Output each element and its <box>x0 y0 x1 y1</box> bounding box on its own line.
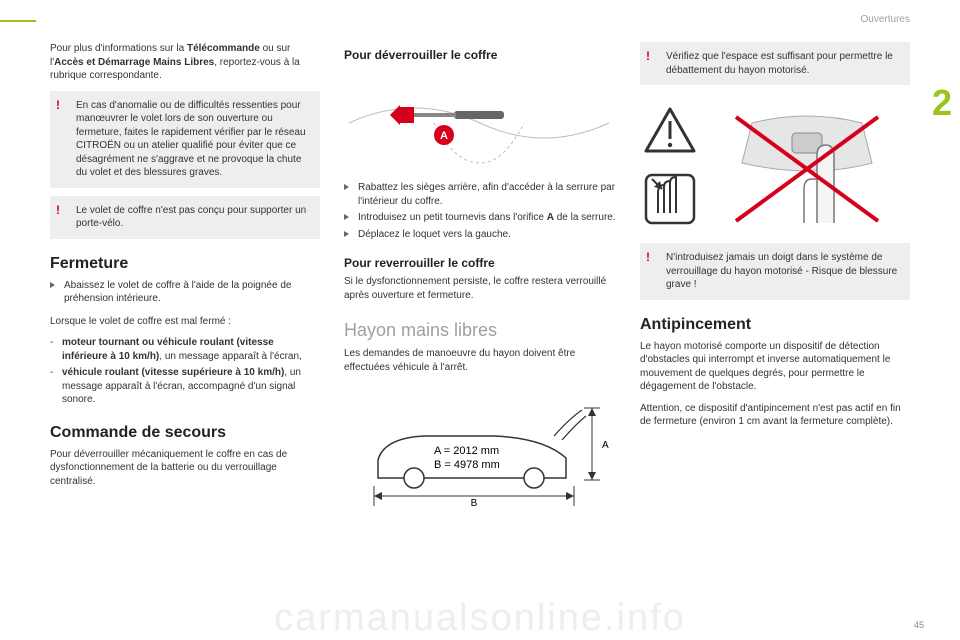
section-number: 2 <box>932 82 952 124</box>
list-item: Abaissez le volet de coffre à l'aide de … <box>50 279 320 306</box>
bold: véhicule roulant (vitesse supérieure à 1… <box>62 367 284 378</box>
bold: A <box>547 212 554 223</box>
text: Introduisez un petit tournevis dans l'or… <box>358 212 547 223</box>
no-finger-icon <box>722 103 892 233</box>
text: Pour plus d'informations sur la <box>50 43 187 54</box>
list-deverrouiller: Rabattez les sièges arrière, afin d'accé… <box>344 181 616 244</box>
list-malferme: moteur tournant ou véhicule roulant (vit… <box>50 336 320 410</box>
warning-icon: ! <box>646 249 650 265</box>
watermark: carmanualsonline.info <box>274 597 686 640</box>
warning-finger: ! N'introduisez jamais un doigt dans le … <box>640 243 910 300</box>
warning-space: ! Vérifiez que l'espace est suffisant po… <box>640 42 910 85</box>
heading-reverrouiller: Pour reverrouiller le coffre <box>344 256 616 270</box>
para-hayon: Les demandes de manoeuvre du hayon doive… <box>344 347 616 374</box>
column-3: ! Vérifiez que l'espace est suffisant po… <box>640 42 910 516</box>
warning-bike-rack: ! Le volet de coffre n'est pas conçu pou… <box>50 196 320 239</box>
dim-b-label: B <box>471 498 478 508</box>
list-item: Déplacez le loquet vers la gauche. <box>344 228 616 242</box>
list-item: véhicule roulant (vitesse supérieure à 1… <box>50 366 320 407</box>
heading-hayon-mains-libres: Hayon mains libres <box>344 320 616 341</box>
bold: Accès et Démarrage Mains Libres <box>54 57 214 68</box>
warning-icon: ! <box>56 202 60 218</box>
page-number: 45 <box>914 620 924 630</box>
warning-text: Le volet de coffre n'est pas conçu pour … <box>76 205 306 230</box>
dim-a-label: A <box>602 440 609 451</box>
para-anti-1: Le hayon motorisé comporte un dispositif… <box>640 340 910 394</box>
text: , un message apparaît à l'écran, <box>159 351 302 362</box>
column-1: Pour plus d'informations sur la Télécomm… <box>50 42 320 516</box>
warning-anomaly: ! En cas d'anomalie ou de difficultés re… <box>50 91 320 188</box>
list-fermeture: Abaissez le volet de coffre à l'aide de … <box>50 279 320 309</box>
warning-text: En cas d'anomalie ou de difficultés ress… <box>76 100 306 179</box>
para-reverrouiller: Si le dysfonctionnement persiste, le cof… <box>344 275 616 302</box>
heading-antipincement: Antipincement <box>640 316 910 334</box>
para-anti-2: Attention, ce dispositif d'antipincement… <box>640 402 910 429</box>
marker-a-label: A <box>440 130 448 142</box>
heading-secours: Commande de secours <box>50 424 320 442</box>
dim-b-text: B = 4978 mm <box>434 459 500 471</box>
bold: Télécommande <box>187 43 260 54</box>
dim-a-text: A = 2012 mm <box>434 445 499 457</box>
top-accent-bar <box>0 20 36 22</box>
list-item: Introduisez un petit tournevis dans l'or… <box>344 211 616 225</box>
danger-icons <box>640 103 700 233</box>
heading-deverrouiller: Pour déverrouiller le coffre <box>344 48 616 62</box>
heading-fermeture: Fermeture <box>50 255 320 273</box>
para-secours: Pour déverrouiller mécaniquement le coff… <box>50 448 320 489</box>
warning-text: Vérifiez que l'espace est suffisant pour… <box>666 51 893 76</box>
list-item: Rabattez les sièges arrière, afin d'accé… <box>344 181 616 208</box>
prohibition-icons <box>640 103 910 233</box>
list-item: moteur tournant ou véhicule roulant (vit… <box>50 336 320 363</box>
warning-icon: ! <box>56 97 60 113</box>
figure-screwdriver: A <box>344 73 616 173</box>
warning-text: N'introduisez jamais un doigt dans le sy… <box>666 252 897 290</box>
para-malferme: Lorsque le volet de coffre est mal fermé… <box>50 315 320 329</box>
text: de la serrure. <box>554 212 616 223</box>
section-label: Ouvertures <box>861 14 910 25</box>
column-2: Pour déverrouiller le coffre A Rabattez … <box>344 42 616 516</box>
warning-icon: ! <box>646 48 650 64</box>
intro-paragraph: Pour plus d'informations sur la Télécomm… <box>50 42 320 83</box>
figure-vehicle-dimensions: B A A = 2012 mm B = 4978 mm <box>344 388 616 508</box>
columns: Pour plus d'informations sur la Télécomm… <box>50 42 910 516</box>
